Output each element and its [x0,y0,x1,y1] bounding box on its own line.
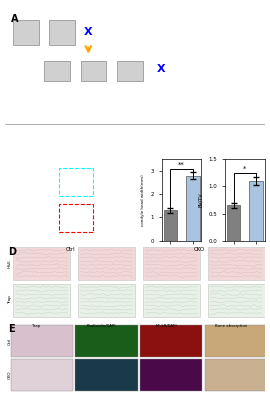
Text: B: B [135,98,142,108]
Bar [13,247,70,280]
Bar [143,284,200,317]
Text: Phalloidin/DAPI: Phalloidin/DAPI [87,324,116,328]
Y-axis label: BV/TV: BV/TV [198,193,203,207]
Bar [36,106,49,111]
Bar [78,284,135,317]
Bar [164,210,177,241]
Text: NF-kB/DAPI: NF-kB/DAPI [155,324,177,328]
Bar [59,204,93,232]
Bar [161,138,174,142]
Text: HIF-1a flox: HIF-1a flox [11,138,32,142]
Bar [186,176,200,241]
Bar [86,105,99,112]
Bar [227,206,240,241]
Text: A: A [11,14,18,24]
Bar [36,137,49,143]
Bar [208,247,265,280]
Bar [117,61,143,81]
Text: **: ** [178,162,185,168]
Bar [111,136,124,144]
Bar [11,325,73,357]
Bar [186,138,199,142]
Bar [249,181,263,241]
Bar [205,359,267,390]
Text: X: X [157,64,165,74]
Text: Trap: Trap [8,295,12,304]
Bar [236,106,249,112]
Ellipse shape [67,170,113,206]
Bar [208,284,265,317]
Text: C: C [8,163,16,173]
Bar [80,61,106,81]
Y-axis label: condyle head width(mm): condyle head width(mm) [141,174,145,226]
Bar [11,359,73,390]
Text: H&E: H&E [8,259,12,268]
Text: CKO: CKO [13,214,24,219]
Bar [205,325,267,357]
Text: X: X [84,27,93,37]
Bar [75,325,138,357]
Bar [59,168,93,196]
Bar [211,138,224,142]
Bar [211,105,224,112]
Bar [78,247,135,280]
Bar [140,325,202,357]
Bar [86,136,99,144]
Bar [143,247,200,280]
Bar [62,138,75,142]
Bar [13,20,39,44]
Text: Ctrl: Ctrl [8,338,12,345]
Bar [136,106,149,111]
Text: Trap: Trap [32,324,40,328]
Ellipse shape [67,202,113,238]
Bar [186,107,199,111]
Text: E: E [8,324,15,334]
Text: Bone absorption: Bone absorption [215,324,247,328]
Bar [49,20,75,44]
Bar [13,284,70,317]
Text: Cre; Ctrl: Cre; Ctrl [11,107,28,111]
Bar [136,138,149,142]
Bar [161,106,174,111]
Text: CKO: CKO [194,246,205,252]
Bar [111,106,124,112]
Text: *: * [243,166,247,172]
Text: Ctrl: Ctrl [65,246,75,252]
Bar [44,61,70,81]
Bar [75,359,138,390]
Text: D: D [8,246,16,256]
Bar [140,359,202,390]
Bar [62,105,75,112]
Ellipse shape [5,202,52,238]
Bar [236,137,249,143]
Text: Ctrl: Ctrl [13,172,23,177]
Text: CKO: CKO [8,370,12,379]
Ellipse shape [5,170,52,206]
